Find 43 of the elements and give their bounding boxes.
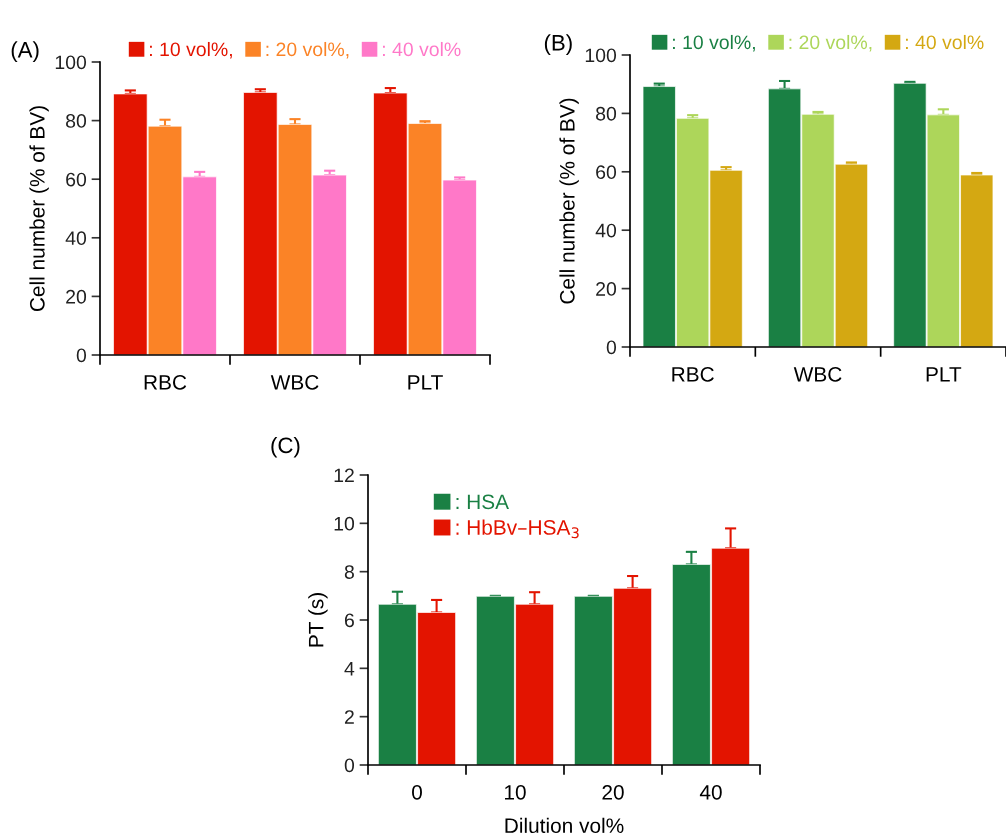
x-axis-title: Dilution vol% bbox=[505, 817, 624, 834]
y-tick-label: 60 bbox=[66, 172, 87, 187]
y-axis-title: Cell number (% of BV) bbox=[559, 98, 579, 304]
y-tick-label: 60 bbox=[596, 165, 617, 180]
x-tick-label: PLT bbox=[408, 375, 443, 390]
chart-title: (C) bbox=[271, 436, 300, 458]
y-tick-label: 20 bbox=[66, 289, 87, 304]
y-tick-label: 80 bbox=[66, 114, 87, 128]
y-tick-label: 0 bbox=[606, 340, 617, 355]
y-tick-label: 6 bbox=[344, 613, 354, 628]
y-tick-label: 80 bbox=[596, 106, 617, 121]
chart-title: (B) bbox=[544, 34, 572, 55]
y-tick-label: 10 bbox=[334, 516, 355, 531]
legend-label: : HSA bbox=[456, 494, 509, 510]
x-tick-label: WBC bbox=[793, 366, 842, 382]
x-tick-label: 40 bbox=[699, 784, 722, 800]
y-tick-label: 100 bbox=[585, 48, 617, 63]
y-tick-label: 0 bbox=[344, 758, 355, 773]
y-tick-label: 4 bbox=[344, 662, 355, 676]
y-tick-label: 40 bbox=[65, 231, 87, 246]
y-tick-label: 0 bbox=[76, 348, 87, 363]
y-axis-title: PT (s) bbox=[308, 593, 328, 647]
y-tick-label: 12 bbox=[334, 468, 354, 483]
y-tick-label: 2 bbox=[344, 710, 354, 724]
legend-label: : 20 vol%, bbox=[266, 41, 349, 59]
x-tick-label: 0 bbox=[412, 784, 422, 800]
legend-label: : 10 vol%, bbox=[150, 41, 232, 59]
y-tick-label: 40 bbox=[595, 223, 617, 238]
y-tick-label: 20 bbox=[596, 282, 617, 296]
y-tick-label: 100 bbox=[55, 55, 87, 70]
chart-title: (A) bbox=[11, 41, 39, 62]
y-axis-title: Cell number (% of BV) bbox=[29, 106, 49, 312]
legend-label: : 10 vol%, bbox=[673, 34, 755, 52]
x-tick-label: WBC bbox=[270, 374, 319, 390]
legend-label: : 40 vol% bbox=[383, 41, 461, 57]
legend-label: : HbBv–HSA$_{3}$ bbox=[456, 519, 579, 539]
x-tick-label: RBC bbox=[144, 374, 187, 390]
legend-label: : 40 vol% bbox=[906, 34, 984, 50]
x-tick-label: PLT bbox=[926, 367, 962, 382]
x-tick-label: 10 bbox=[505, 784, 526, 800]
x-tick-label: RBC bbox=[672, 366, 714, 382]
y-tick-label: 8 bbox=[344, 565, 354, 579]
legend-label: : 20 vol%, bbox=[789, 34, 872, 52]
